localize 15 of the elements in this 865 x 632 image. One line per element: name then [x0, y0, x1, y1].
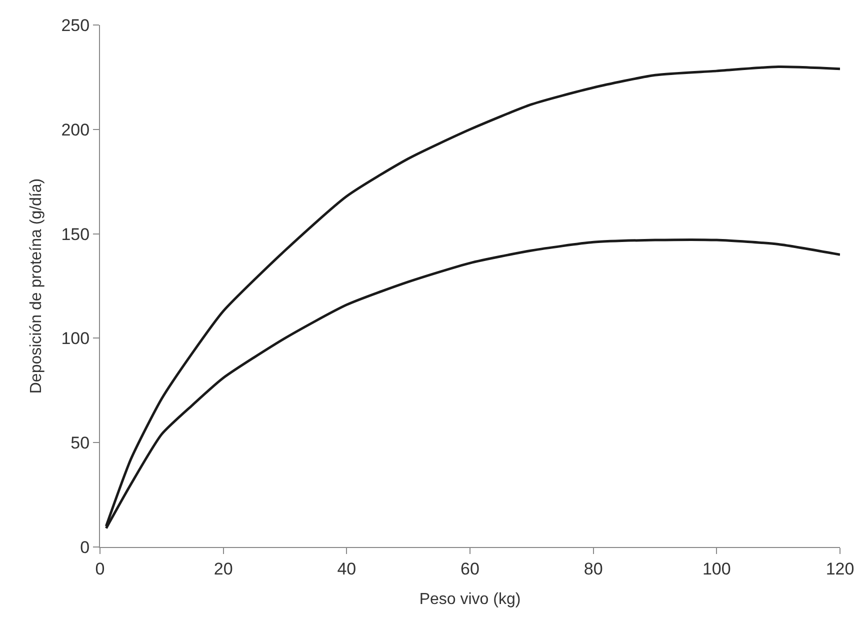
x-axis-title: Peso vivo (kg): [419, 591, 521, 608]
y-tick-label: 150: [61, 224, 90, 244]
y-tick-label: 100: [61, 329, 90, 348]
y-tick-label: 0: [80, 538, 90, 557]
x-tick-label: 0: [95, 559, 105, 578]
y-tick-label: 50: [70, 434, 90, 453]
x-tick-label: 20: [214, 559, 233, 578]
x-tick-label: 60: [460, 559, 480, 578]
x-tick-label: 100: [702, 559, 731, 578]
y-axis-title: Deposición de proteína (g/día): [28, 178, 46, 394]
x-tick-label: 40: [337, 559, 356, 578]
y-tick-label: 250: [61, 16, 90, 35]
x-tick-label: 80: [584, 559, 603, 578]
x-tick-label: 120: [826, 559, 854, 578]
y-tick-label: 200: [61, 120, 90, 140]
